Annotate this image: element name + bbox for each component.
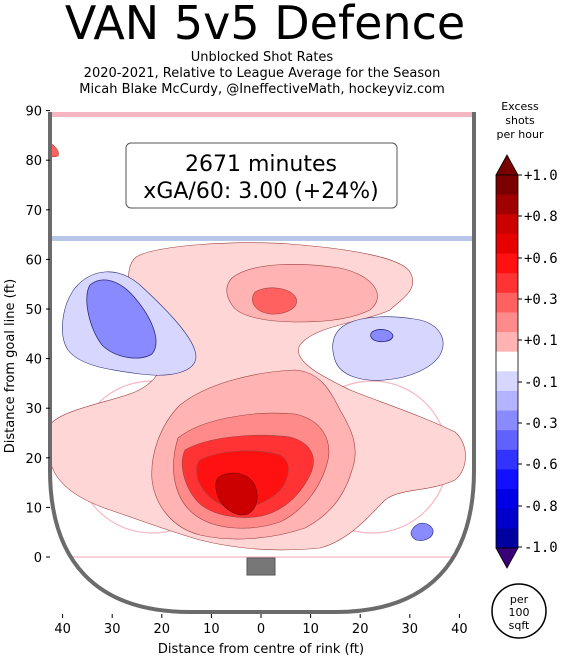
contour-positive-2: [252, 287, 297, 315]
x-axis-label: Distance from centre of rink (ft): [158, 642, 364, 657]
colorbar-segment-negative: [496, 489, 518, 510]
y-tick-label: 20: [25, 452, 42, 467]
colorbar-segment-positive: [496, 273, 518, 294]
x-tick-label: 30: [104, 622, 121, 637]
blue-line: [50, 236, 474, 241]
colorbar-tick-label: -0.6: [524, 457, 558, 473]
colorbar-segment-negative: [496, 410, 518, 431]
colorbar-tick-label: +1.0: [524, 168, 558, 184]
subtitle-line-1: Unblocked Shot Rates: [190, 50, 334, 65]
goal-net: [246, 557, 276, 576]
colorbar-segment-positive: [496, 253, 518, 274]
y-axis-label: Distance from goal line (ft): [3, 279, 18, 453]
colorbar-segment-positive: [496, 292, 518, 313]
red-line: [50, 112, 474, 117]
y-tick-label: 80: [25, 154, 42, 169]
unit-badge-line-1: per: [510, 593, 529, 606]
colorbar: +1.0 +0.8 +0.6 +0.3 +0.1 -0.1 -0.3 -0.6 -0.8 -1.0: [495, 154, 558, 569]
y-tick-label: 60: [25, 253, 42, 268]
colorbar-segment-positive: [496, 175, 518, 196]
colorbar-segment-positive: [496, 332, 518, 353]
x-tick-label: 40: [54, 622, 71, 637]
colorbar-title-line: shots: [505, 114, 535, 127]
rink-boards: [48, 112, 476, 614]
colorbar-extend-bottom: [495, 547, 519, 569]
colorbar-tick-label: -0.3: [524, 416, 558, 432]
colorbar-extend-top: [495, 154, 519, 176]
subtitle-line-3: Micah Blake McCurdy, @IneffectiveMath, h…: [79, 82, 445, 97]
colorbar-segment-positive: [496, 194, 518, 215]
x-tick-label: 30: [402, 622, 419, 637]
contour-positive-1: [226, 264, 378, 323]
y-tick-label: 50: [25, 303, 42, 318]
colorbar-segment-negative: [496, 528, 518, 549]
y-tick-label: 90: [25, 105, 42, 120]
y-tick-label: 30: [25, 402, 42, 417]
colorbar-tick-label: +0.1: [524, 333, 558, 349]
colorbar-tick-label: -1.0: [524, 540, 558, 556]
colorbar-segment-positive: [496, 312, 518, 333]
colorbar-segment-negative: [496, 449, 518, 470]
colorbar-tick-label: +0.6: [524, 251, 558, 267]
infobox-xga: xGA/60: 3.00 (+24%): [143, 179, 378, 204]
colorbar-segment-negative: [496, 390, 518, 412]
infobox-frame: [125, 142, 398, 209]
infobox-minutes: 2671 minutes: [185, 152, 337, 177]
contour-negative-right: [332, 316, 444, 381]
contour-positive-7: [215, 472, 258, 516]
y-tick-label: 70: [25, 204, 42, 219]
colorbar-segment-negative: [496, 469, 518, 490]
y-tick-label: 10: [25, 501, 42, 516]
colorbar-segment-negative: [496, 371, 518, 392]
x-tick-label: 40: [451, 622, 468, 637]
colorbar-tick-label: -0.1: [524, 375, 558, 391]
colorbar-title-line: per hour: [496, 128, 544, 141]
x-tick-label: 10: [203, 622, 220, 637]
heatmap-contours: [50, 139, 466, 551]
colorbar-tick-label: +0.8: [524, 209, 558, 225]
contour-negative-corner: [410, 522, 434, 541]
unit-badge-line-3: sqft: [509, 619, 530, 632]
colorbar-tick-label: -0.8: [524, 499, 558, 515]
x-tick-label: 20: [352, 622, 369, 637]
y-tick-label: 40: [25, 353, 42, 368]
colorbar-segment-negative: [496, 508, 518, 529]
y-axis: 0 10 20 30 40 50 60 70 80 90: [25, 105, 50, 566]
colorbar-tick-label: +0.3: [524, 292, 558, 308]
chart-title: VAN 5v5 Defence: [64, 0, 466, 50]
x-tick-label: 20: [154, 622, 171, 637]
contour-negative-right-inner: [370, 329, 394, 343]
unit-badge-line-2: 100: [509, 606, 530, 619]
y-tick-label: 0: [34, 551, 42, 566]
x-tick-label: 10: [302, 622, 319, 637]
colorbar-title: Excess shots per hour: [488, 100, 552, 142]
colorbar-segment-positive: [496, 214, 518, 235]
x-tick-labels: 40 30 20 10 0 10 20 30 40: [54, 614, 468, 637]
colorbar-segment-negative: [496, 430, 518, 451]
colorbar-title-line: Excess: [501, 100, 539, 113]
contour-negative-left-inner: [86, 279, 157, 359]
y-tick-labels: 0 10 20 30 40 50 60 70 80 90: [25, 105, 50, 566]
x-tick-label: 0: [257, 622, 265, 637]
colorbar-segment-positive: [496, 233, 518, 255]
colorbar-frame: [495, 174, 519, 549]
colorbar-segment-neutral: [496, 351, 518, 372]
subtitle-line-2: 2020-2021, Relative to League Average fo…: [83, 66, 441, 81]
unit-badge: [491, 583, 547, 639]
